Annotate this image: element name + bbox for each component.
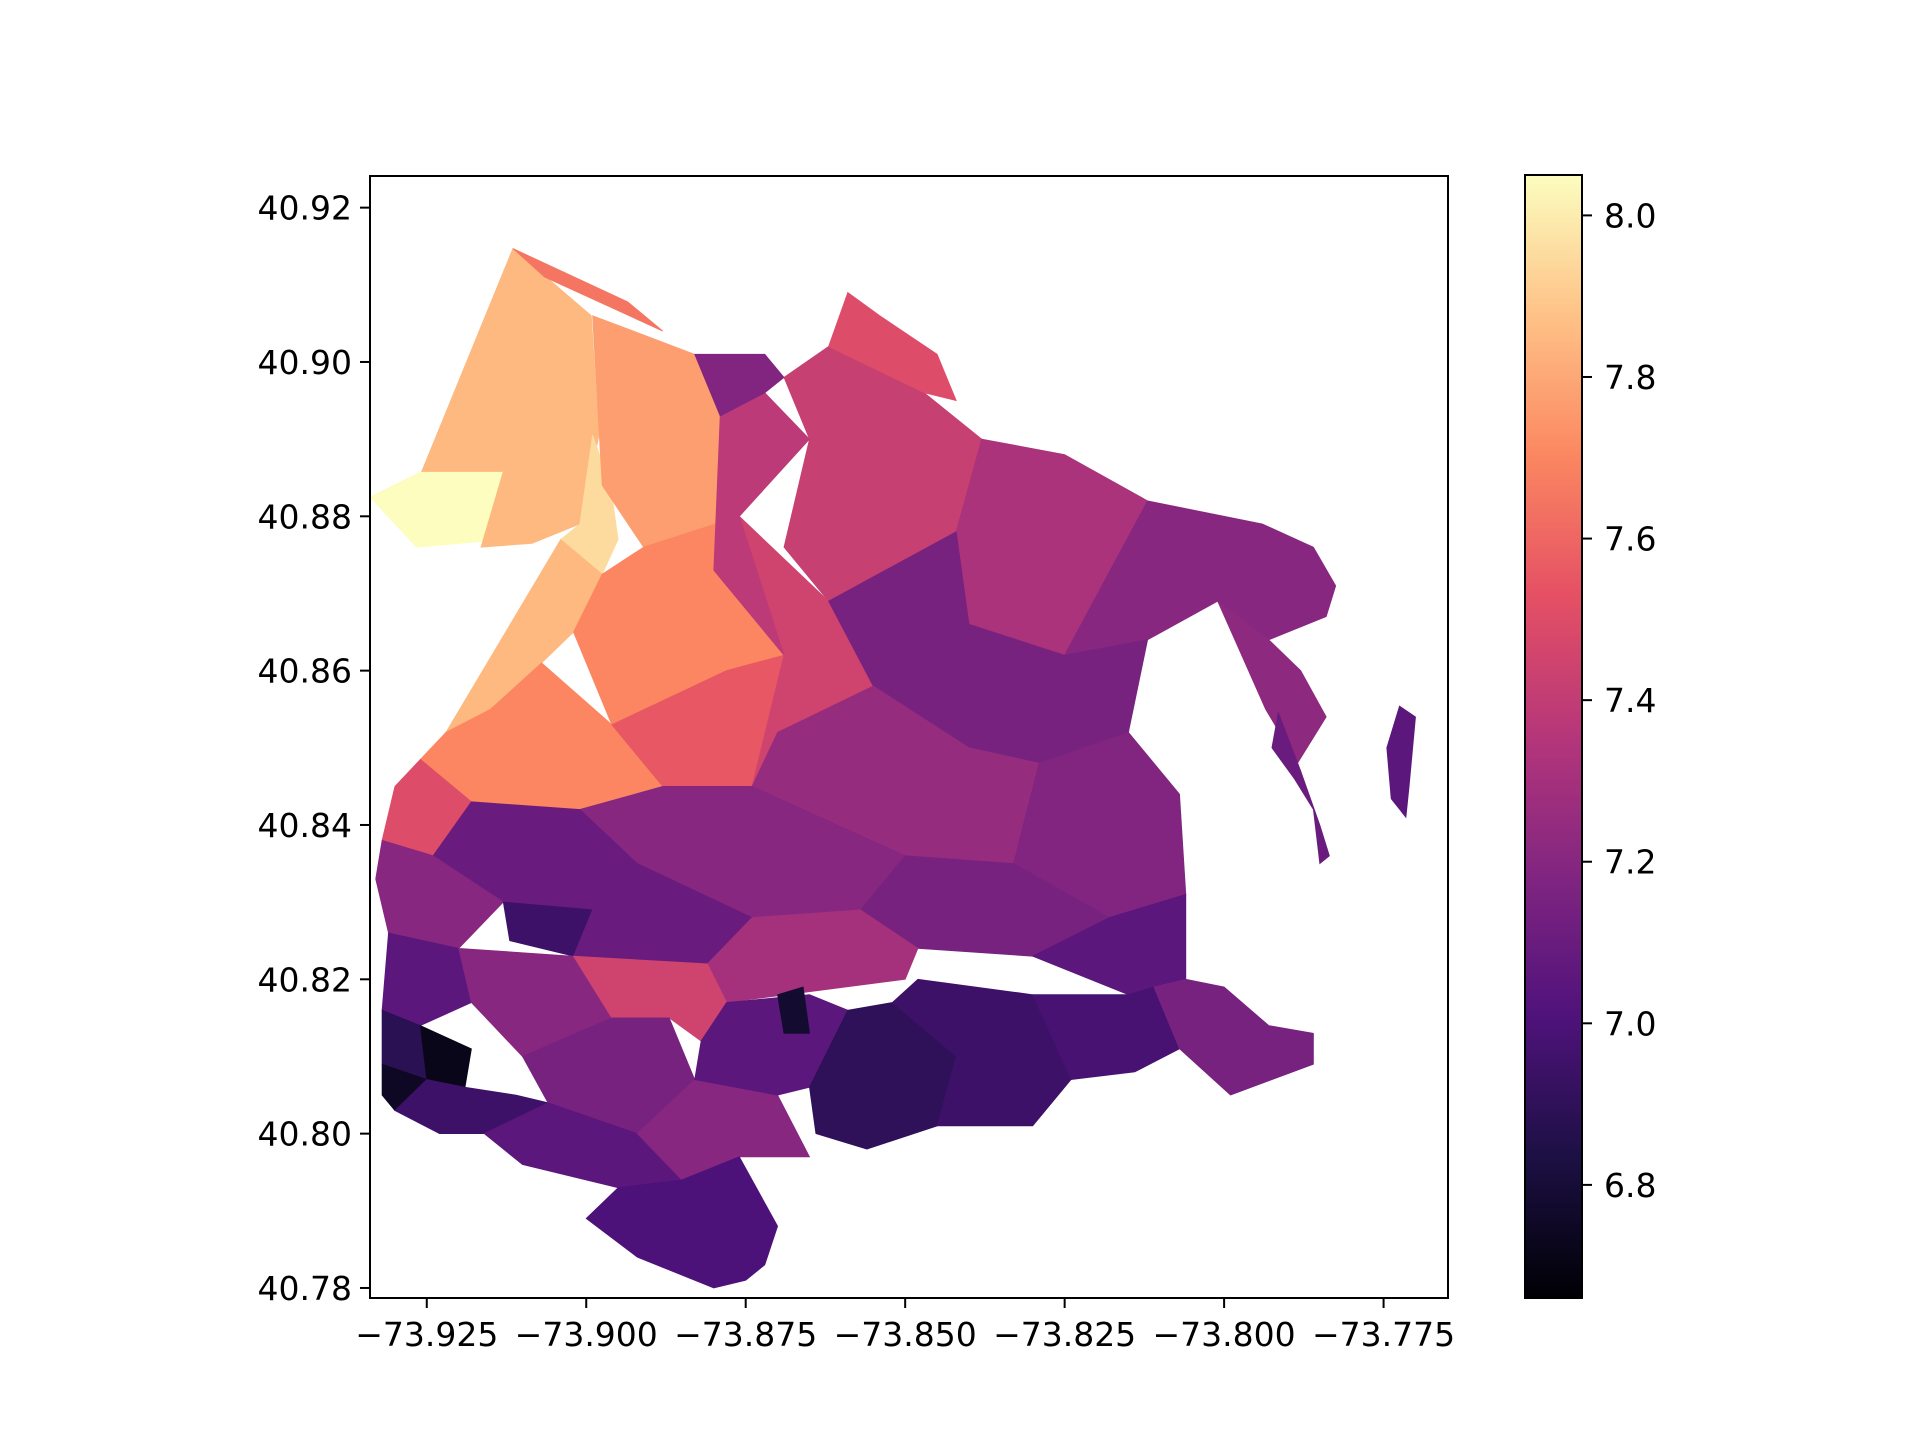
y-tick-label: 40.82 <box>258 960 352 999</box>
colorbar-tick-label: 7.0 <box>1604 1004 1656 1043</box>
y-tick-label: 40.90 <box>258 343 352 382</box>
x-tick-label: −73.925 <box>355 1315 498 1354</box>
colorbar <box>1524 174 1583 1299</box>
x-tick-label: −73.850 <box>834 1315 977 1354</box>
colorbar-tick-label: 7.8 <box>1604 358 1656 397</box>
colorbar-tick-label: 7.6 <box>1604 520 1656 559</box>
colorbar-tick-label: 7.4 <box>1604 681 1656 720</box>
colorbar-ticks: 6.8 7.0 7.2 7.4 7.6 7.8 8.0 <box>1582 196 1656 1205</box>
y-tick-label: 40.88 <box>258 497 352 536</box>
x-tick-label: −73.825 <box>993 1315 1136 1354</box>
map-region <box>1153 978 1314 1096</box>
x-tick-label: −73.800 <box>1153 1315 1296 1354</box>
y-tick-label: 40.86 <box>258 652 352 691</box>
map-region <box>585 1156 779 1289</box>
x-tick-label: −73.875 <box>674 1315 817 1354</box>
colorbar-tick-label: 7.2 <box>1604 843 1656 882</box>
map-region <box>694 353 785 417</box>
axes-frame <box>369 175 1449 1299</box>
y-tick-label: 40.92 <box>258 189 352 228</box>
map-region <box>381 932 472 1027</box>
y-tick-label: 40.78 <box>258 1269 352 1308</box>
y-tick-label: 40.84 <box>258 806 352 845</box>
map-region <box>394 1079 550 1134</box>
x-axis-ticks: −73.925 −73.900 −73.875 −73.850 −73.825 −73.8… <box>355 1298 1455 1354</box>
x-tick-label: −73.900 <box>515 1315 658 1354</box>
map-region <box>828 291 957 402</box>
map-region <box>1386 705 1416 819</box>
map-regions <box>370 247 1416 1289</box>
map-region <box>1271 710 1330 865</box>
y-tick-label: 40.80 <box>258 1115 352 1154</box>
map-region <box>891 978 1072 1127</box>
map-region <box>777 986 810 1034</box>
map-region <box>512 248 664 332</box>
y-axis-ticks: 40.78 40.80 40.82 40.84 40.86 40.88 40.90 40.92 <box>258 189 370 1308</box>
colorbar-tick-label: 6.8 <box>1604 1166 1656 1205</box>
colorbar-tick-label: 8.0 <box>1604 196 1656 235</box>
x-tick-label: −73.775 <box>1312 1315 1455 1354</box>
